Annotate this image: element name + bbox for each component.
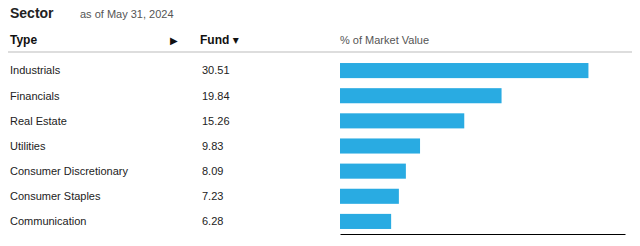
data-label: 19.84 <box>202 90 230 102</box>
bars <box>340 63 588 229</box>
category-label: Financials <box>10 90 60 102</box>
bar <box>340 113 464 128</box>
category-label: Real Estate <box>10 115 67 127</box>
x-axis-domain <box>341 234 626 235</box>
bar <box>340 138 420 153</box>
column-header: ▶ <box>170 35 178 46</box>
category-label: Industrials <box>10 64 61 76</box>
category-labels: Industrials Financials Real Estate Utilitie… <box>10 64 128 227</box>
title: Sector <box>10 5 54 21</box>
data-label: 8.09 <box>202 165 223 177</box>
bar <box>340 63 588 78</box>
x-axis-title: % of Market Value <box>340 34 429 46</box>
bar <box>340 189 399 204</box>
data-label: 7.23 <box>202 190 223 202</box>
category-label: Consumer Discretionary <box>10 165 128 177</box>
category-label: Utilities <box>10 140 46 152</box>
subtitle: as of May 31, 2024 <box>80 8 174 20</box>
category-label: Communication <box>10 215 86 227</box>
data-label: 6.28 <box>202 215 223 227</box>
bar <box>340 88 502 103</box>
bar <box>340 164 406 179</box>
header-divider <box>8 52 632 53</box>
data-label: 30.51 <box>202 64 230 76</box>
data-labels: 30.51 19.84 15.26 9.83 8.09 7.23 6.28 <box>202 64 230 227</box>
x-axis <box>341 234 626 235</box>
chart: Sector as of May 31, 2024 Type ▶ Fund ▾ % of … <box>0 0 640 246</box>
bar <box>340 214 391 229</box>
data-label: 9.83 <box>202 140 223 152</box>
data-label: 15.26 <box>202 115 230 127</box>
category-label: Consumer Staples <box>10 190 101 202</box>
column-header: Type <box>10 33 37 47</box>
column-header: Fund ▾ <box>200 33 239 47</box>
